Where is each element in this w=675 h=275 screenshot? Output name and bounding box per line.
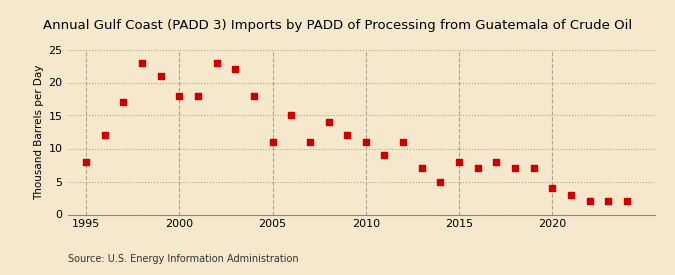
Point [379, 153, 390, 157]
Point [603, 199, 614, 204]
Point [510, 166, 520, 170]
Point [136, 60, 147, 65]
Y-axis label: Thousand Barrels per Day: Thousand Barrels per Day [34, 64, 45, 200]
Point [286, 113, 296, 118]
Point [192, 94, 203, 98]
Point [566, 192, 576, 197]
Point [416, 166, 427, 170]
Point [528, 166, 539, 170]
Point [81, 160, 92, 164]
Point [622, 199, 632, 204]
Point [248, 94, 259, 98]
Point [547, 186, 558, 190]
Point [211, 60, 222, 65]
Point [118, 100, 129, 104]
Point [304, 140, 315, 144]
Point [267, 140, 278, 144]
Point [398, 140, 408, 144]
Point [323, 120, 334, 124]
Point [491, 160, 502, 164]
Text: Source: U.S. Energy Information Administration: Source: U.S. Energy Information Administ… [68, 254, 298, 264]
Point [230, 67, 241, 72]
Point [342, 133, 352, 138]
Text: Annual Gulf Coast (PADD 3) Imports by PADD of Processing from Guatemala of Crude: Annual Gulf Coast (PADD 3) Imports by PA… [43, 19, 632, 32]
Point [155, 74, 166, 78]
Point [174, 94, 185, 98]
Point [360, 140, 371, 144]
Point [454, 160, 464, 164]
Point [99, 133, 110, 138]
Point [472, 166, 483, 170]
Point [584, 199, 595, 204]
Point [435, 179, 446, 184]
